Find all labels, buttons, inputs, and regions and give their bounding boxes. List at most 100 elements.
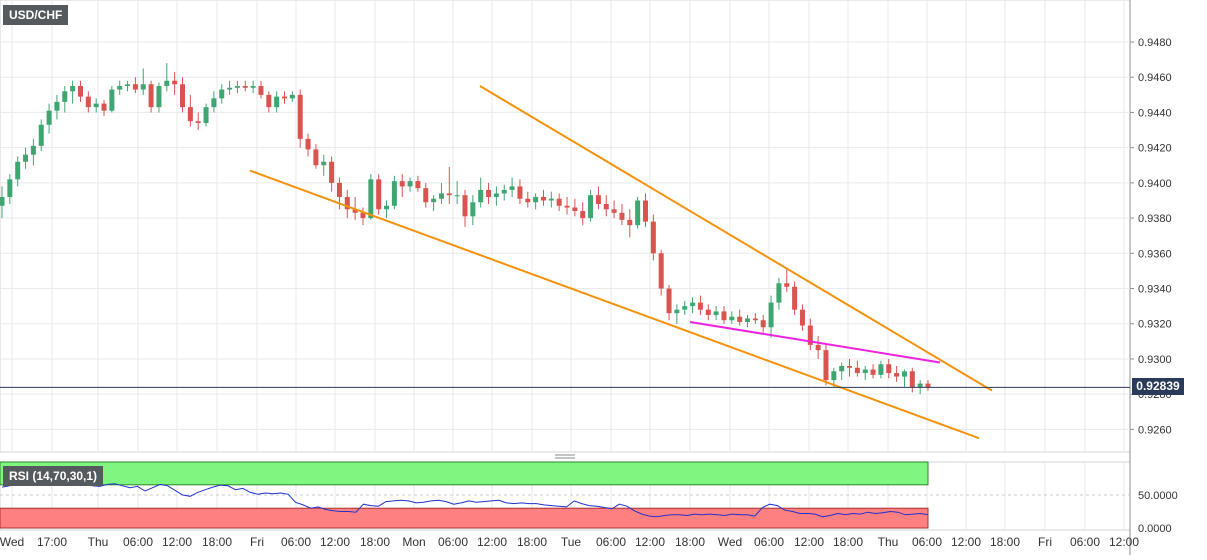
- candle-body: [0, 196, 5, 206]
- x-tick-label: 12:00: [320, 535, 350, 549]
- candle-body: [219, 89, 225, 99]
- y-tick-label: 0.9260: [1138, 424, 1172, 436]
- x-tick-label: Wed: [0, 535, 24, 549]
- candle-body: [313, 149, 319, 166]
- y-tick-label: 0.9400: [1138, 178, 1172, 190]
- candle-body: [344, 196, 350, 210]
- x-tick-label: 06:00: [754, 535, 784, 549]
- candle-body: [250, 86, 256, 88]
- candle-body: [815, 344, 821, 351]
- x-tick-label: Fri: [1038, 535, 1052, 549]
- candle-body: [886, 364, 892, 374]
- candle-body: [384, 205, 390, 210]
- candle-body: [697, 302, 703, 310]
- x-tick-label: 18:00: [202, 535, 232, 549]
- candle-body: [784, 283, 790, 287]
- x-tick-label: 18:00: [675, 535, 705, 549]
- candle-body: [627, 219, 633, 226]
- candle-body: [46, 110, 52, 125]
- candle-body: [227, 87, 233, 90]
- candle-body: [540, 196, 546, 201]
- x-tick-label: 06:00: [912, 535, 942, 549]
- x-tick-label: 06:00: [1070, 535, 1100, 549]
- candle-body: [117, 86, 123, 90]
- candle-body: [729, 316, 735, 321]
- candle-body: [23, 154, 29, 162]
- rsi-y-tick-label: 50.0000: [1138, 490, 1178, 502]
- y-tick-label: 0.9340: [1138, 284, 1172, 296]
- candle-body: [595, 195, 601, 205]
- candle-body: [705, 309, 711, 315]
- symbol-label: USD/CHF: [3, 5, 69, 25]
- candle-body: [760, 320, 766, 328]
- candle-body: [399, 181, 405, 187]
- candle-body: [894, 373, 900, 377]
- candle-body: [15, 161, 21, 180]
- candle-body: [376, 179, 382, 210]
- candle-body: [179, 84, 185, 108]
- candle-body: [925, 383, 931, 388]
- candle-body: [493, 193, 499, 197]
- candle-body: [533, 196, 539, 203]
- candle-body: [274, 96, 280, 108]
- candle-body: [901, 371, 907, 377]
- candle-body: [329, 161, 335, 183]
- candle-body: [54, 101, 60, 111]
- y-tick-label: 0.9420: [1138, 143, 1172, 155]
- x-tick-label: 18:00: [833, 535, 863, 549]
- y-tick-label: 0.9380: [1138, 213, 1172, 225]
- candle-body: [854, 367, 860, 374]
- candle-body: [415, 181, 421, 189]
- candle-body: [258, 86, 264, 95]
- candle-body: [203, 107, 209, 124]
- candle-body: [635, 200, 641, 226]
- candle-body: [38, 124, 44, 146]
- candle-body: [690, 302, 696, 307]
- candle-body: [454, 195, 460, 197]
- candle-body: [737, 316, 743, 322]
- candle-body: [321, 161, 327, 166]
- candle-body: [140, 84, 146, 90]
- candle-body: [109, 89, 115, 111]
- candle-body: [611, 209, 617, 213]
- candle-body: [580, 211, 586, 219]
- y-tick-label: 0.9480: [1138, 37, 1172, 49]
- candle-body: [792, 286, 798, 310]
- candle-body: [666, 288, 672, 314]
- candle-body: [752, 318, 758, 321]
- x-tick-label: 06:00: [596, 535, 626, 549]
- candle-body: [909, 371, 915, 388]
- x-tick-label: 18:00: [517, 535, 547, 549]
- candle-body: [721, 311, 727, 321]
- candle-body: [30, 145, 36, 155]
- candle-body: [823, 350, 829, 381]
- x-tick-label: 17:00: [37, 535, 67, 549]
- candle-body: [588, 195, 594, 219]
- candle-body: [768, 302, 774, 328]
- x-tick-label: Tue: [561, 535, 582, 549]
- candle-body: [282, 96, 288, 99]
- candle-body: [148, 84, 154, 108]
- candle-body: [352, 209, 358, 213]
- candle-body: [266, 94, 272, 108]
- candle-body: [517, 186, 523, 199]
- candle-body: [642, 200, 648, 222]
- candle-body: [336, 182, 342, 197]
- y-tick-label: 0.9320: [1138, 319, 1172, 331]
- candle-body: [360, 212, 366, 219]
- candle-body: [713, 311, 719, 315]
- candle-body: [658, 253, 664, 289]
- candle-body: [62, 91, 68, 102]
- current-price-tag: 0.92839: [1132, 378, 1184, 395]
- candle-body: [297, 94, 303, 139]
- candle-body: [462, 195, 468, 217]
- candle-body: [478, 189, 484, 203]
- candle-body: [745, 318, 751, 322]
- x-tick-label: 06:00: [123, 535, 153, 549]
- candle-body: [289, 94, 295, 99]
- y-tick-label: 0.9440: [1138, 107, 1172, 119]
- y-tick-label: 0.9360: [1138, 248, 1172, 260]
- candle-body: [799, 309, 805, 326]
- candle-body: [470, 202, 476, 217]
- candle-body: [234, 86, 240, 88]
